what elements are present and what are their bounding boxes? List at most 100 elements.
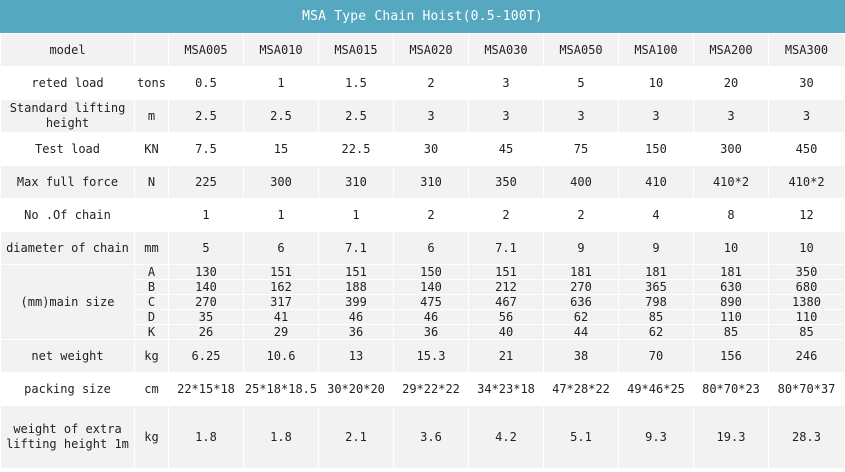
value-cell: 450 [768,132,845,166]
value-cell: 467 [468,294,544,310]
value-cell: 13 [318,339,394,373]
value-cell: 75 [543,132,619,166]
value-cell: 7.5 [168,132,244,166]
row-label-cell: net weight [0,339,135,373]
value-cell: 151 [243,264,319,280]
value-cell: 22.5 [318,132,394,166]
value-cell: 1.8 [243,405,319,469]
value-cell: 5 [543,66,619,100]
value-cell: 1.5 [318,66,394,100]
value-cell: 181 [543,264,619,280]
value-cell: 6.25 [168,339,244,373]
value-cell: 7.1 [318,231,394,265]
table-row: reted load tons 0.5 1 1.5 2 3 5 10 20 30 [0,66,845,100]
table-row: packing size cm 22*15*18 25*18*18.5 30*20*20… [0,372,845,406]
value-cell: 36 [318,324,394,340]
value-cell: 28.3 [768,405,845,469]
value-cell: 150 [393,264,469,280]
value-cell: 29*22*22 [393,372,469,406]
value-cell: 80*70*37 [768,372,845,406]
value-cell: 310 [393,165,469,199]
value-cell: 365 [618,279,694,295]
value-cell: 475 [393,294,469,310]
row-unit-cell: tons [134,66,169,100]
value-cell: 225 [168,165,244,199]
value-cell: 85 [618,309,694,325]
table-row: Max full force N 225 300 310 310 350 400 410 410*… [0,165,845,199]
value-cell: 46 [393,309,469,325]
table-row: No .Of chain 1 1 1 2 2 2 4 8 12 [0,198,845,232]
main-size-key-cell: K [134,324,169,340]
main-size-key-cell: B [134,279,169,295]
row-label-cell: packing size [0,372,135,406]
header-unit-cell [134,33,169,67]
table-row: weight of extra lifting height 1m kg 1.8 1.… [0,405,845,469]
value-cell: 1 [168,198,244,232]
value-cell: 10 [693,231,769,265]
value-cell: 399 [318,294,394,310]
value-cell: 410 [618,165,694,199]
model-header-cell: MSA300 [768,33,845,67]
value-cell: 151 [318,264,394,280]
main-size-label-cell: (mm)main size [0,264,135,340]
value-cell: 150 [618,132,694,166]
header-row: model MSA005 MSA010 MSA015 MSA020 MSA030 MSA05… [0,33,845,67]
value-cell: 140 [393,279,469,295]
value-cell: 62 [543,309,619,325]
row-label-cell: Test load [0,132,135,166]
value-cell: 25*18*18.5 [243,372,319,406]
value-cell: 5.1 [543,405,619,469]
value-cell: 1 [243,66,319,100]
value-cell: 49*46*25 [618,372,694,406]
value-cell: 9 [543,231,619,265]
value-cell: 3 [768,99,845,133]
value-cell: 12 [768,198,845,232]
value-cell: 181 [693,264,769,280]
value-cell: 36 [393,324,469,340]
value-cell: 110 [693,309,769,325]
spec-table: model MSA005 MSA010 MSA015 MSA020 MSA030 MSA05… [0,33,845,469]
value-cell: 35 [168,309,244,325]
value-cell: 110 [768,309,845,325]
value-cell: 890 [693,294,769,310]
value-cell: 4.2 [468,405,544,469]
value-cell: 130 [168,264,244,280]
table-row: diameter of chain mm 5 6 7.1 6 7.1 9 9 10 10 [0,231,845,265]
value-cell: 1380 [768,294,845,310]
main-size-row: C 270 317 399 475 467 636 798 890 1380 [1,294,845,310]
value-cell: 317 [243,294,319,310]
model-header-cell: MSA200 [693,33,769,67]
row-unit-cell: kg [134,405,169,469]
value-cell: 85 [768,324,845,340]
value-cell: 45 [468,132,544,166]
main-size-key-cell: A [134,264,169,280]
value-cell: 85 [693,324,769,340]
value-cell: 26 [168,324,244,340]
main-size-key-cell: C [134,294,169,310]
value-cell: 300 [693,132,769,166]
value-cell: 3 [393,99,469,133]
value-cell: 10.6 [243,339,319,373]
value-cell: 2 [393,66,469,100]
value-cell: 2.5 [243,99,319,133]
value-cell: 212 [468,279,544,295]
table-row: Test load KN 7.5 15 22.5 30 45 75 150 300 450 [0,132,845,166]
value-cell: 156 [693,339,769,373]
value-cell: 680 [768,279,845,295]
value-cell: 2.5 [318,99,394,133]
row-unit-cell: mm [134,231,169,265]
value-cell: 350 [468,165,544,199]
value-cell: 30 [393,132,469,166]
value-cell: 3 [543,99,619,133]
value-cell: 41 [243,309,319,325]
row-unit-cell: m [134,99,169,133]
model-header-cell: MSA005 [168,33,244,67]
value-cell: 15 [243,132,319,166]
value-cell: 80*70*23 [693,372,769,406]
value-cell: 1 [243,198,319,232]
row-label-cell: weight of extra lifting height 1m [0,405,135,469]
value-cell: 29 [243,324,319,340]
value-cell: 162 [243,279,319,295]
main-size-row: (mm)main size A 130 151 151 150 151 181 181 181 35… [0,264,845,340]
main-size-key-cell: D [134,309,169,325]
